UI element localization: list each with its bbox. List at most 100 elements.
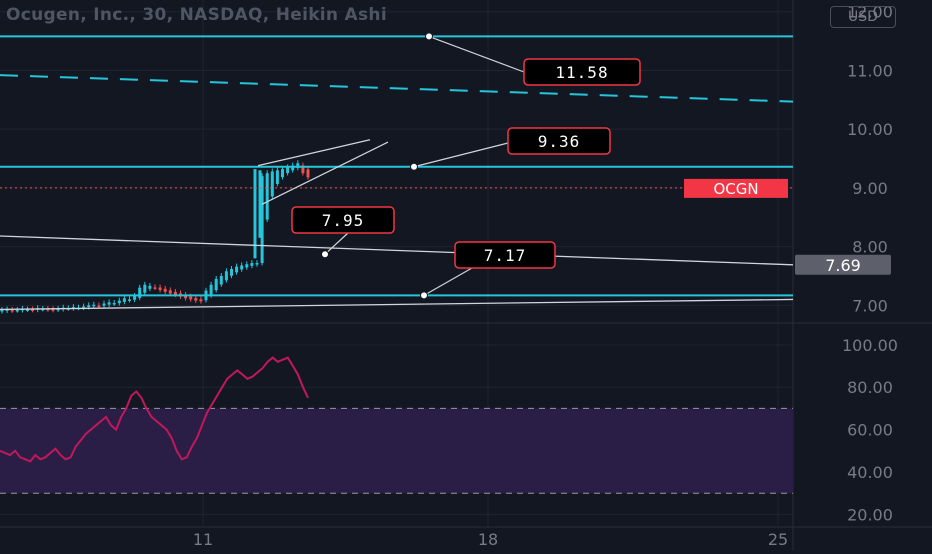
- oscillator-tick-label: 40.00: [847, 463, 893, 482]
- candle[interactable]: [199, 299, 203, 302]
- dashed-trendline[interactable]: [0, 74, 794, 103]
- candle[interactable]: [301, 165, 305, 174]
- candle[interactable]: [41, 308, 45, 311]
- candle[interactable]: [26, 309, 29, 311]
- time-tick-label: 18: [478, 530, 498, 549]
- candle[interactable]: [286, 167, 290, 174]
- oscillator-line[interactable]: [0, 356, 309, 463]
- candle[interactable]: [112, 302, 116, 305]
- candle[interactable]: [5, 309, 9, 311]
- candle[interactable]: [148, 285, 152, 289]
- callout-line: [413, 142, 509, 168]
- candle[interactable]: [97, 305, 101, 307]
- candle[interactable]: [291, 165, 295, 171]
- candle[interactable]: [260, 176, 264, 264]
- candle[interactable]: [230, 268, 233, 276]
- price-tick-label: 7.00: [852, 296, 888, 315]
- candle[interactable]: [117, 300, 121, 304]
- candle[interactable]: [31, 309, 35, 311]
- candle[interactable]: [189, 296, 193, 300]
- candle[interactable]: [184, 294, 188, 299]
- candle[interactable]: [102, 303, 106, 306]
- candle[interactable]: [158, 287, 162, 291]
- last-price-label: 7.69: [825, 256, 861, 275]
- callout-line: [428, 35, 525, 73]
- candle[interactable]: [10, 310, 14, 312]
- price-label: 9.36: [538, 132, 581, 151]
- ticker-badge[interactable]: [684, 178, 788, 198]
- axes: 12.00 11.00 10.00 9.00 8.00 7.00 100.00 80.00 60…: [193, 3, 898, 549]
- price-label-box[interactable]: [507, 127, 611, 155]
- candle[interactable]: [82, 306, 86, 308]
- candle[interactable]: [71, 307, 75, 309]
- candle[interactable]: [138, 287, 142, 298]
- candle[interactable]: [214, 278, 218, 291]
- candle[interactable]: [306, 169, 310, 178]
- price-pane[interactable]: 11.58 9.36 7.95 7.17: [0, 32, 794, 314]
- candle[interactable]: [46, 308, 50, 311]
- candle[interactable]: [194, 298, 198, 301]
- ticker-symbol: OCGN: [713, 180, 758, 198]
- candle[interactable]: [245, 264, 249, 268]
- candle[interactable]: [219, 275, 223, 285]
- time-tick-label: 25: [768, 530, 788, 549]
- candle[interactable]: [275, 170, 279, 184]
- channel-lower-line[interactable]: [261, 141, 389, 205]
- price-label-box[interactable]: [523, 58, 641, 86]
- candle[interactable]: [133, 295, 137, 300]
- price-tick-label: 11.00: [847, 61, 893, 80]
- candle[interactable]: [281, 169, 284, 178]
- candle[interactable]: [15, 310, 19, 312]
- candle[interactable]: [209, 284, 213, 296]
- chart-title: Ocugen, Inc., 30, NASDAQ, Heikin Ashi: [6, 5, 387, 25]
- candle[interactable]: [173, 291, 177, 295]
- candle[interactable]: [122, 298, 126, 302]
- price-label-box[interactable]: [454, 241, 556, 269]
- callout-anchor[interactable]: [425, 32, 433, 41]
- candle[interactable]: [168, 290, 172, 294]
- callout-line: [324, 232, 349, 255]
- price-label: 7.17: [484, 246, 527, 265]
- oscillator-tick-label: 100.00: [842, 336, 898, 355]
- callout-anchor[interactable]: [420, 291, 428, 300]
- candle[interactable]: [265, 173, 269, 220]
- oscillator-band: [0, 408, 793, 494]
- candle[interactable]: [255, 263, 259, 265]
- candle[interactable]: [270, 171, 274, 197]
- ascending-trendline[interactable]: [0, 298, 794, 311]
- oscillator-tick-label: 80.00: [847, 378, 893, 397]
- price-label-box[interactable]: [291, 206, 395, 234]
- candle[interactable]: [0, 310, 4, 312]
- callout-anchor[interactable]: [410, 162, 418, 171]
- price-label: 7.95: [322, 211, 365, 230]
- callout-line: [423, 267, 473, 296]
- candle[interactable]: [153, 287, 157, 289]
- candle[interactable]: [92, 304, 96, 307]
- candle[interactable]: [250, 263, 254, 266]
- candle[interactable]: [296, 163, 300, 168]
- last-price-badge[interactable]: [795, 254, 891, 275]
- candle-spike[interactable]: [253, 169, 257, 259]
- candle[interactable]: [51, 309, 55, 311]
- candle[interactable]: [56, 308, 60, 311]
- callout-anchor[interactable]: [321, 250, 329, 259]
- candle[interactable]: [107, 302, 111, 305]
- channel-upper-line[interactable]: [257, 139, 371, 167]
- price-label: 11.58: [555, 63, 608, 82]
- candle[interactable]: [143, 284, 147, 293]
- candle[interactable]: [224, 271, 228, 281]
- candle-spike[interactable]: [258, 170, 262, 238]
- candle[interactable]: [235, 266, 239, 273]
- oscillator-pane[interactable]: [0, 356, 793, 494]
- candle[interactable]: [240, 265, 244, 270]
- oscillator-tick-label: 60.00: [847, 421, 893, 440]
- currency-button[interactable]: USD: [830, 6, 896, 28]
- candle[interactable]: [87, 305, 91, 308]
- candle[interactable]: [163, 288, 167, 292]
- candle[interactable]: [128, 299, 131, 301]
- descending-trendline[interactable]: [0, 235, 794, 266]
- oscillator-tick-label: 20.00: [847, 505, 893, 524]
